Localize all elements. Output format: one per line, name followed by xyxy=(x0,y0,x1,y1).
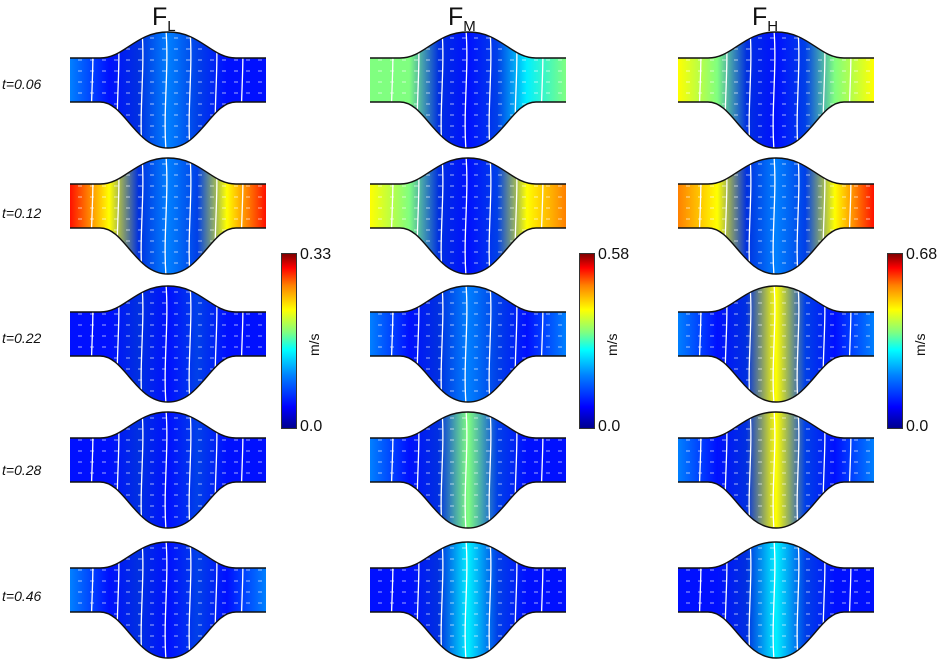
velocity-panel xyxy=(678,30,874,150)
column-title-FL: FL xyxy=(152,3,176,35)
velocity-panel xyxy=(370,156,566,276)
velocity-panel xyxy=(678,410,874,530)
velocity-panel xyxy=(370,30,566,150)
velocity-panel xyxy=(678,540,874,660)
colorbar-FL xyxy=(281,253,297,429)
column-title-FH: FH xyxy=(752,3,779,35)
colorbar-FH-max: 0.68 xyxy=(906,246,938,263)
velocity-panel xyxy=(370,284,566,404)
velocity-panel xyxy=(678,156,874,276)
velocity-panel xyxy=(678,284,874,404)
colorbar-FL-unit: m/s xyxy=(306,333,322,356)
row-label-t028: t=0.28 xyxy=(2,462,42,478)
colorbar-FL-min: 0.0 xyxy=(300,418,323,435)
colorbar-FM xyxy=(579,253,595,429)
colorbar-FM-unit: m/s xyxy=(604,333,620,356)
velocity-panel xyxy=(70,30,266,150)
row-label-t006: t=0.06 xyxy=(2,76,42,92)
velocity-panel xyxy=(70,156,266,276)
velocity-panel xyxy=(370,410,566,530)
colorbar-FM-max: 0.58 xyxy=(598,246,630,263)
row-label-t022: t=0.22 xyxy=(2,330,42,346)
row-label-t012: t=0.12 xyxy=(2,205,42,221)
velocity-panel xyxy=(70,284,266,404)
colorbar-FH-min: 0.0 xyxy=(906,418,929,435)
row-label-t046: t=0.46 xyxy=(2,588,42,604)
velocity-panel xyxy=(70,540,266,660)
colorbar-FL-max: 0.33 xyxy=(300,246,332,263)
velocity-panel xyxy=(70,410,266,530)
colorbar-FM-min: 0.0 xyxy=(598,418,621,435)
colorbar-FH xyxy=(887,253,903,429)
velocity-panel xyxy=(370,540,566,660)
column-title-FM: FM xyxy=(448,3,476,35)
colorbar-FH-unit: m/s xyxy=(912,333,928,356)
